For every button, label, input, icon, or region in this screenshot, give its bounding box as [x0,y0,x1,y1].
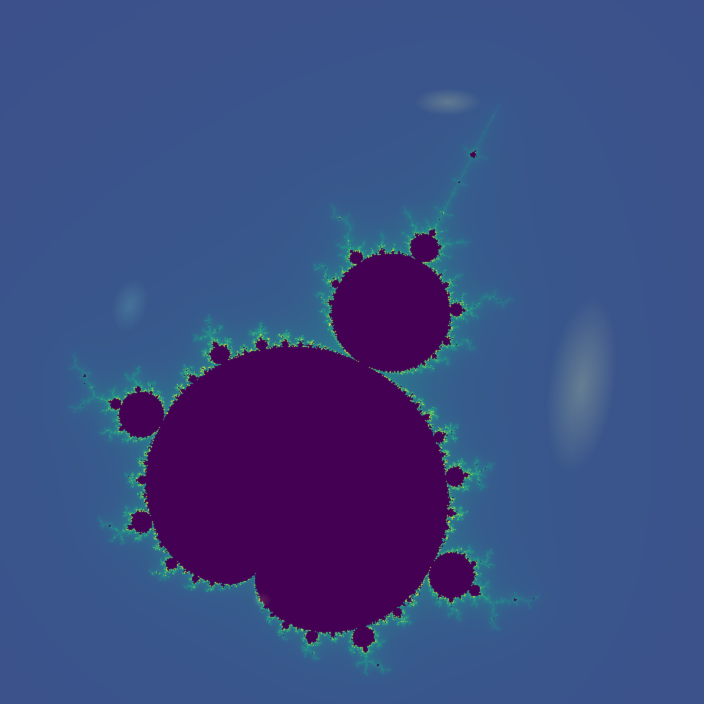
fractal-image [0,0,704,704]
